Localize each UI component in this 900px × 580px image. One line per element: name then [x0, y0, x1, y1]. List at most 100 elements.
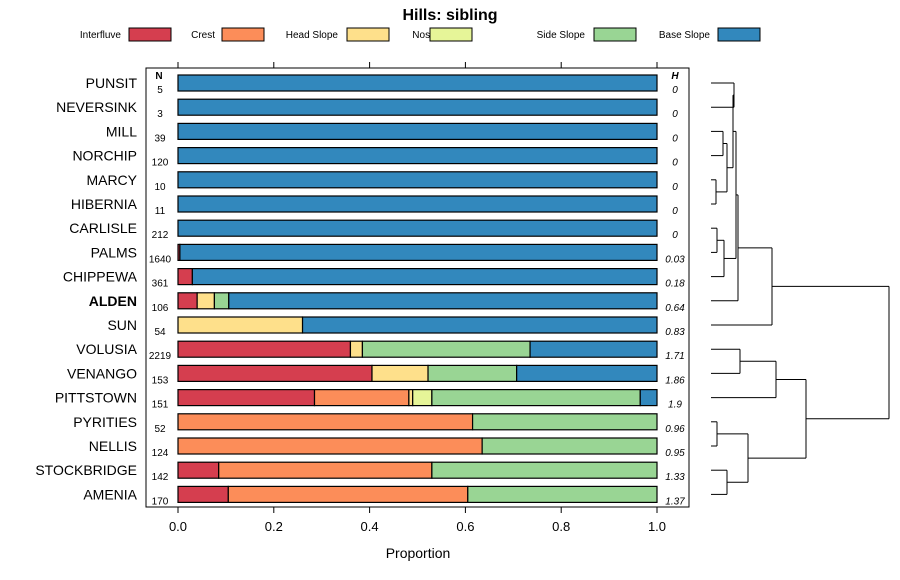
row-label: PITTSTOWN	[55, 390, 137, 406]
legend-label: Base Slope	[659, 30, 711, 41]
bar-segment-head-slope	[349, 340, 364, 358]
bar-segment-side-slope	[431, 461, 658, 479]
bar-rows: PUNSIT 5 0 NEVERSINK 3 0 MILL 39 0 NORCHIP 120 0 MAR…	[35, 74, 685, 507]
row-h: 0	[672, 158, 678, 169]
bar-segment-base-slope	[529, 340, 658, 358]
row-label: HIBERNIA	[71, 196, 138, 212]
bar-segment-crest	[177, 437, 483, 455]
row-label: PALMS	[91, 244, 137, 260]
bar-segment-head-slope	[196, 292, 216, 310]
row-label: VOLUSIA	[76, 341, 137, 357]
bar-segment-side-slope	[361, 340, 531, 358]
bar-segment-side-slope	[427, 364, 518, 382]
row-label: AMENIA	[83, 486, 137, 502]
row-label: VENANGO	[67, 365, 137, 381]
bar-segment-base-slope	[639, 389, 658, 407]
row-label: MARCY	[86, 172, 137, 188]
n-column-header: N	[155, 71, 162, 82]
bar-segment-side-slope	[471, 413, 658, 431]
bar-segment-crest	[313, 389, 410, 407]
bar-segment-interfluve	[177, 461, 220, 479]
row-h: 0.03	[665, 254, 685, 265]
row-label: PYRITIES	[73, 414, 137, 430]
row-n: 5	[157, 85, 163, 96]
row-h: 0.64	[665, 303, 685, 314]
bar-segment-head-slope	[371, 364, 429, 382]
bar-segment-interfluve	[177, 292, 198, 310]
row-h: 0.95	[665, 448, 685, 459]
bar-segment-base-slope	[177, 74, 658, 92]
bar-segment-crest	[227, 485, 469, 503]
bar-segment-base-slope	[228, 292, 658, 310]
bar-segment-head-slope	[177, 316, 304, 334]
row-n: 212	[152, 230, 169, 241]
legend-swatch	[346, 27, 390, 42]
row-n: 39	[154, 133, 166, 144]
row-n: 54	[154, 327, 166, 338]
bar-segment-side-slope	[431, 389, 641, 407]
row-h: 1.37	[665, 496, 685, 507]
row-label: NORCHIP	[72, 148, 137, 164]
row-label: PUNSIT	[86, 75, 138, 91]
chart-title: Hills: sibling	[402, 7, 497, 24]
row-label: STOCKBRIDGE	[35, 462, 137, 478]
row-n: 2219	[149, 351, 172, 362]
row-n: 106	[152, 303, 169, 314]
dendrogram	[711, 82, 890, 495]
x-tick-label: 1.0	[648, 519, 666, 534]
row-n: 124	[152, 448, 169, 459]
legend-label: Interfluve	[80, 30, 122, 41]
row-n: 52	[154, 424, 166, 435]
row-n: 120	[152, 158, 169, 169]
bar-segment-side-slope	[213, 292, 230, 310]
row-h: 0.83	[665, 327, 685, 338]
legend-label: Head Slope	[286, 30, 339, 41]
row-h: 0	[672, 109, 678, 120]
row-h: 0	[672, 230, 678, 241]
row-h: 1.9	[668, 400, 682, 411]
bar-segment-base-slope	[191, 268, 658, 286]
plot-frame	[145, 67, 690, 508]
x-tick-label: 0.0	[169, 519, 187, 534]
bar-segment-interfluve	[177, 389, 316, 407]
row-h: 1.86	[665, 375, 685, 386]
bar-segment-interfluve	[177, 485, 229, 503]
bar-segment-side-slope	[481, 437, 658, 455]
row-h: 0	[672, 85, 678, 96]
bar-segment-crest	[177, 413, 474, 431]
legend-swatch	[429, 27, 473, 42]
row-h: 1.71	[665, 351, 684, 362]
bar-segment-base-slope	[177, 147, 658, 165]
bar-segment-interfluve	[177, 268, 193, 286]
legend-swatch	[717, 27, 761, 42]
row-n: 153	[152, 375, 169, 386]
row-label: MILL	[106, 123, 137, 139]
row-h: 0	[672, 182, 678, 193]
x-tick-label: 0.2	[265, 519, 283, 534]
legend-label: Crest	[191, 30, 215, 41]
bar-segment-crest	[218, 461, 433, 479]
row-n: 3	[157, 109, 163, 120]
bar-segment-base-slope	[177, 171, 658, 189]
bar-segment-side-slope	[467, 485, 658, 503]
row-n: 151	[152, 400, 169, 411]
x-tick-label: 0.8	[552, 519, 570, 534]
row-n: 170	[152, 496, 169, 507]
bar-segment-nose-slope	[412, 389, 433, 407]
row-label: SUN	[107, 317, 137, 333]
bar-segment-base-slope	[177, 122, 658, 141]
h-column-header: H	[671, 71, 679, 82]
legend-swatch	[221, 27, 265, 42]
x-axis-title: Proportion	[386, 545, 451, 561]
row-label: CARLISLE	[69, 220, 137, 236]
row-n: 10	[154, 182, 166, 193]
legend-swatch	[593, 27, 637, 42]
legend-swatch	[128, 27, 172, 42]
row-n: 11	[155, 206, 166, 217]
bar-segment-base-slope	[516, 364, 658, 382]
row-h: 0	[672, 133, 678, 144]
row-label: NEVERSINK	[56, 99, 138, 115]
bar-segment-base-slope	[179, 243, 658, 261]
